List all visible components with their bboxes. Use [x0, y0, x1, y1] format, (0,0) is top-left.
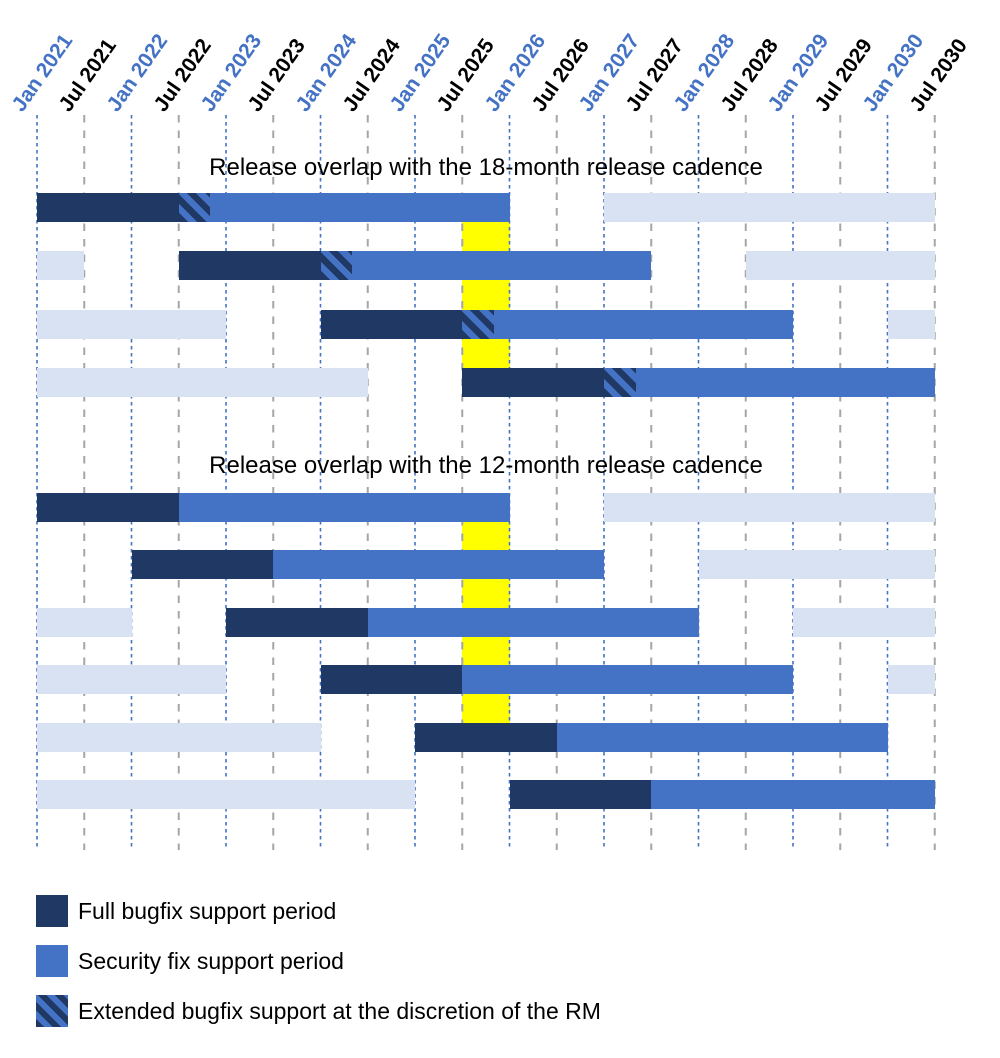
- segment-18mo-row1-extended-bugfix: [178, 193, 211, 222]
- segment-18mo-row3-adjacent-release: [887, 310, 935, 339]
- segment-12mo-row4-full-bugfix: [320, 665, 463, 694]
- segment-12mo-row6-security-fix: [651, 780, 935, 809]
- section-title-12-month: Release overlap with the 12-month releas…: [209, 452, 763, 479]
- segment-18mo-row3-extended-bugfix: [462, 310, 494, 339]
- section-title-18-month: Release overlap with the 18-month releas…: [209, 154, 763, 181]
- legend-item-extended-bugfix: Extended bugfix support at the discretio…: [36, 995, 601, 1027]
- segment-12mo-row3-full-bugfix: [226, 608, 368, 637]
- segment-12mo-row3-security-fix: [367, 608, 699, 637]
- segment-18mo-row2-full-bugfix: [178, 251, 321, 280]
- segment-18mo-row4-security-fix: [635, 368, 935, 397]
- segment-18mo-row1-adjacent-release: [604, 193, 935, 222]
- segment-12mo-row1-full-bugfix: [37, 493, 179, 522]
- segment-12mo-row2-full-bugfix: [131, 550, 274, 579]
- segment-12mo-row5-adjacent-release: [37, 723, 321, 752]
- segment-12mo-row4-adjacent-release: [887, 665, 935, 694]
- segment-12mo-row5-full-bugfix: [415, 723, 557, 752]
- legend-item-full-bugfix: Full bugfix support period: [36, 895, 336, 927]
- segment-18mo-row4-extended-bugfix: [604, 368, 636, 397]
- segment-18mo-row2-security-fix: [352, 251, 652, 280]
- segment-18mo-row2-adjacent-release: [745, 251, 935, 280]
- segment-12mo-row5-security-fix: [556, 723, 888, 752]
- security-fix-swatch-icon: [36, 945, 68, 977]
- segment-18mo-row1-full-bugfix: [37, 193, 179, 222]
- segment-12mo-row2-security-fix: [273, 550, 604, 579]
- segment-12mo-row1-security-fix: [178, 493, 510, 522]
- segment-12mo-row6-full-bugfix: [509, 780, 652, 809]
- segment-12mo-row4-adjacent-release: [37, 665, 226, 694]
- segment-18mo-row3-security-fix: [493, 310, 793, 339]
- segment-18mo-row3-adjacent-release: [37, 310, 226, 339]
- legend-label: Security fix support period: [78, 947, 344, 974]
- segment-18mo-row2-extended-bugfix: [320, 251, 352, 280]
- segment-18mo-row4-adjacent-release: [37, 368, 368, 397]
- extended-bugfix-hatched-swatch-icon: [36, 995, 68, 1027]
- legend-item-security-fix: Security fix support period: [36, 945, 344, 977]
- legend-label: Full bugfix support period: [78, 897, 337, 924]
- segment-12mo-row2-adjacent-release: [698, 550, 935, 579]
- segment-18mo-row1-security-fix: [210, 193, 510, 222]
- highlight-band-jul-2025: [462, 193, 510, 397]
- segment-18mo-row2-adjacent-release: [37, 251, 85, 280]
- segment-12mo-row6-adjacent-release: [37, 780, 415, 809]
- full-bugfix-swatch-icon: [36, 895, 68, 927]
- segment-18mo-row4-full-bugfix: [462, 368, 604, 397]
- segment-12mo-row3-adjacent-release: [37, 608, 132, 637]
- segment-12mo-row1-adjacent-release: [604, 493, 935, 522]
- legend-label: Extended bugfix support at the discretio…: [78, 997, 601, 1024]
- segment-18mo-row3-full-bugfix: [320, 310, 463, 339]
- segment-12mo-row3-adjacent-release: [793, 608, 935, 637]
- segment-12mo-row4-security-fix: [462, 665, 793, 694]
